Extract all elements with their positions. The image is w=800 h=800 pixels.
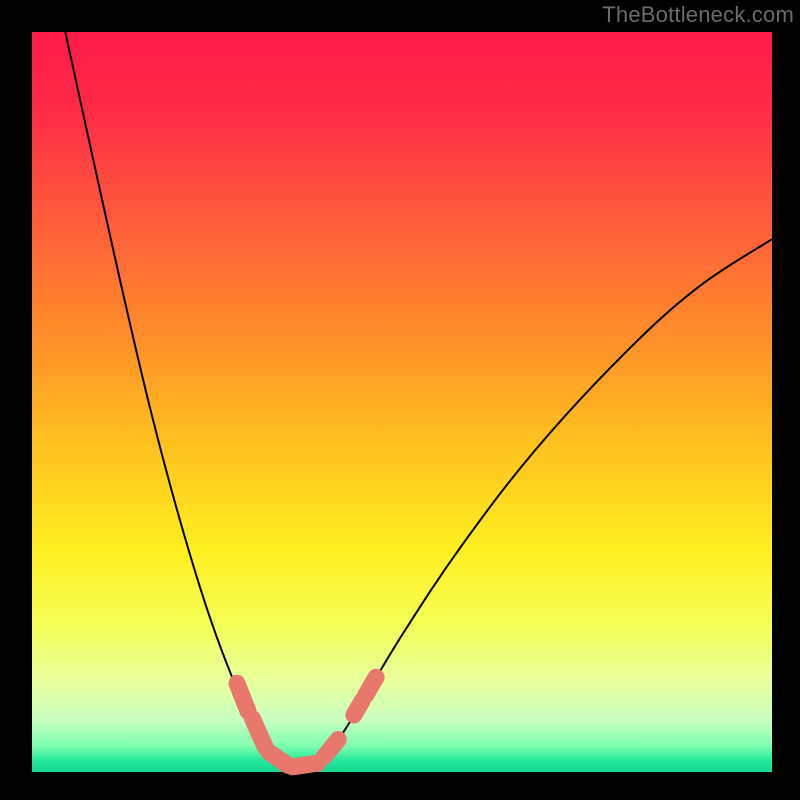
highlight-segment (324, 739, 338, 756)
bottleneck-curve (65, 32, 772, 767)
watermark-text: TheBottleneck.com (602, 2, 794, 28)
highlight-segment (253, 719, 266, 747)
chart-svg-layer (32, 32, 772, 772)
highlight-segment (366, 677, 376, 695)
highlight-markers-group (237, 677, 376, 767)
highlight-segment (237, 683, 248, 711)
highlight-segment (354, 701, 362, 715)
highlight-segment (292, 763, 317, 767)
plot-area (32, 32, 772, 772)
